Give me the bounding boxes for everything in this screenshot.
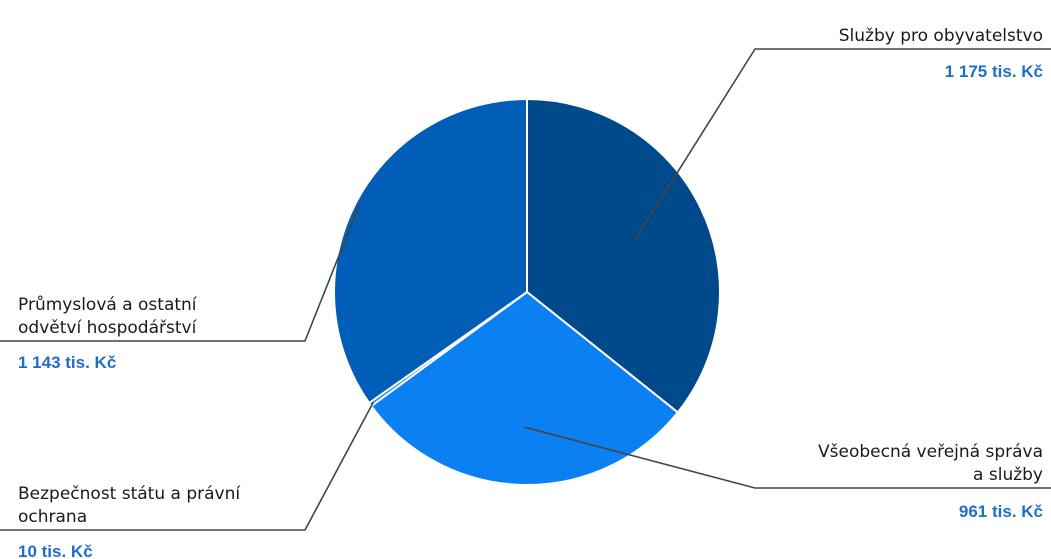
leader-line-prumyslova-a-ostatni-odvetvi-hospodarstvi (0, 204, 360, 342)
pie-slice-vseobecna-verejna-sprava-a-sluzby (369, 290, 680, 486)
leader-line-sluzby-pro-obyvatelstvo (634, 48, 1051, 241)
pie-slice-sluzby-pro-obyvatelstvo (526, 97, 721, 414)
leader-lines (0, 48, 1051, 531)
slice-label-prumyslova-a-ostatni-odvetvi-hospodarstvi: Průmyslová a ostatní odvětví hospodářství (18, 295, 198, 338)
slice-value-vseobecna-verejna-sprava-a-sluzby: 961 tis. Kč (959, 502, 1043, 521)
leader-line-vseobecna-verejna-sprava-a-sluzby (523, 426, 1051, 489)
slice-label-vseobecna-verejna-sprava-a-sluzby: Všeobecná veřejná správa a služby (818, 442, 1043, 485)
slice-value-prumyslova-a-ostatni-odvetvi-hospodarstvi: 1 143 tis. Kč (18, 353, 116, 372)
slice-label-sluzby-pro-obyvatelstvo: Služby pro obyvatelstvo (839, 26, 1043, 46)
pie-slice-prumyslova-a-ostatni-odvetvi-hospodarstvi (333, 97, 528, 405)
slice-value-bezpecnost-statu-a-pravni-ochrana: 10 tis. Kč (18, 542, 93, 559)
slice-value-sluzby-pro-obyvatelstvo: 1 175 tis. Kč (945, 62, 1043, 81)
leader-line-bezpecnost-statu-a-pravni-ochrana (0, 401, 375, 531)
pie-slices (333, 97, 721, 486)
slice-labels: Služby pro obyvatelstvo 1 175 tis. Kč Všeo… (18, 26, 1043, 559)
slice-label-bezpecnost-statu-a-pravni-ochrana: Bezpečnost státu a právní ochrana (18, 484, 241, 527)
